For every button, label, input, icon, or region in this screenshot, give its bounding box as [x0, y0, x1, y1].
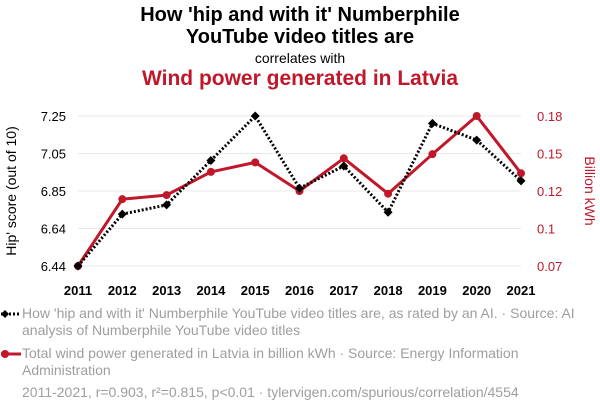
- x-axis-tick-label: 2018: [374, 283, 403, 298]
- series-point-hip-score: [383, 207, 393, 217]
- series-point-wind-power: [206, 167, 215, 176]
- right-axis-tick-label: 0.12: [537, 184, 562, 199]
- left-axis-tick-label: 7.05: [41, 147, 66, 162]
- right-axis-title: Billion kWh: [582, 156, 598, 225]
- series-point-hip-score: [162, 200, 172, 210]
- series-point-hip-score: [206, 155, 216, 165]
- series-point-wind-power: [339, 154, 348, 163]
- series-point-hip-score: [117, 209, 127, 219]
- legend-swatch-dotted-diamond-icon: [1, 310, 21, 318]
- right-axis-tick-label: 0.18: [537, 109, 562, 124]
- series-point-hip-score: [73, 261, 83, 271]
- series-point-hip-score: [250, 111, 260, 121]
- x-axis-tick-label: 2012: [108, 283, 137, 298]
- left-axis-tick-label: 7.25: [41, 109, 66, 124]
- x-axis-tick-label: 2019: [418, 283, 447, 298]
- left-axis-title: Hip' score (out of 10): [3, 126, 19, 256]
- series-point-hip-score: [339, 161, 349, 171]
- left-axis-tick-label: 6.64: [41, 222, 66, 237]
- x-axis-tick-label: 2015: [241, 283, 270, 298]
- series-point-wind-power: [517, 169, 525, 178]
- series-point-wind-power: [118, 195, 127, 204]
- correlates-with-text: correlates with: [254, 50, 346, 66]
- x-axis-tick-label: 2013: [152, 283, 181, 298]
- series-point-hip-score: [427, 118, 437, 128]
- series-point-hip-score: [295, 183, 304, 193]
- left-axis-tick-label: 6.44: [41, 259, 66, 274]
- legend-label-series-2: Total wind power generated in Latvia in …: [22, 345, 519, 378]
- series-point-wind-power: [428, 150, 437, 159]
- legend-label-series-1: How 'hip and with it' Numberphile YouTub…: [22, 305, 575, 338]
- series-point-hip-score: [472, 135, 482, 145]
- series-point-hip-score: [516, 176, 526, 186]
- right-axis-tick-label: 0.15: [537, 147, 562, 162]
- right-axis-tick-label: 0.07: [537, 259, 562, 274]
- series-point-wind-power: [162, 191, 171, 200]
- left-axis-tick-label: 6.85: [41, 184, 66, 199]
- chart-title-line-2: YouTube video titles are: [185, 26, 415, 48]
- right-axis-tick-label: 0.1: [537, 222, 555, 237]
- x-axis-tick-label: 2020: [462, 283, 491, 298]
- x-axis-tick-label: 2021: [507, 283, 536, 298]
- legend-swatch-circle-icon: [1, 350, 21, 358]
- x-axis-tick-label: 2014: [196, 283, 226, 298]
- series-line-hip-score: [76, 113, 523, 267]
- footer-stats: 2011-2021, r=0.903, r²=0.815, p<0.01 · t…: [22, 384, 519, 400]
- series-point-wind-power: [384, 189, 393, 198]
- x-axis-tick-label: 2017: [329, 283, 358, 298]
- chart-title-line-3: Wind power generated in Latvia: [141, 67, 459, 90]
- x-axis-tick-label: 2011: [64, 283, 92, 298]
- x-axis-tick-label: 2016: [285, 283, 314, 298]
- series-point-wind-power: [251, 158, 260, 167]
- chart-title-line-1: How 'hip and with it' Numberphile: [140, 4, 460, 26]
- series-point-wind-power: [472, 112, 481, 120]
